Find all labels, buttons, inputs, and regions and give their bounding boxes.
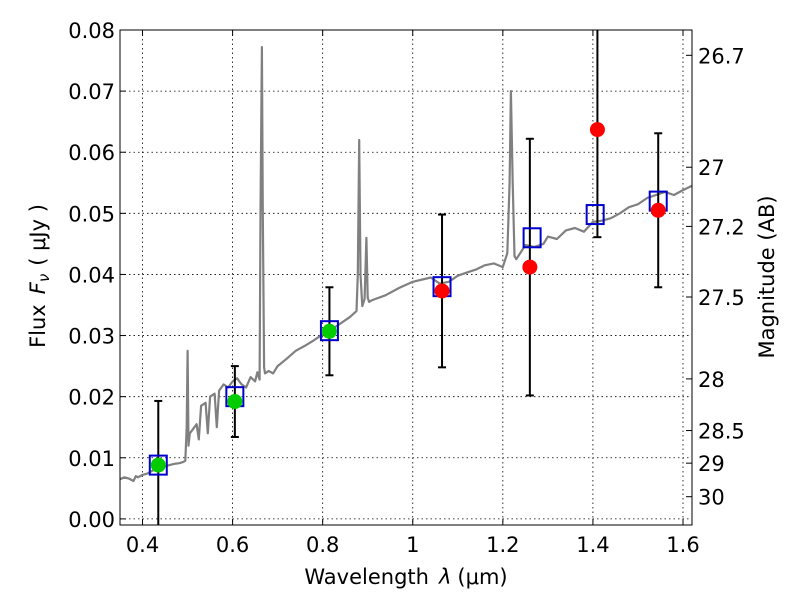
observed-point [589, 122, 605, 138]
magnitude-tick-label: 27.5 [698, 286, 745, 310]
plot-frame [119, 29, 693, 526]
observed-point [434, 283, 450, 299]
magnitude-tick-label: 26.7 [698, 44, 745, 68]
magnitude-tick-label: 27 [698, 156, 725, 180]
x-tick-label: 1.4 [576, 533, 609, 557]
errorbar-series [154, 30, 663, 525]
y-tick-label: 0.02 [68, 386, 115, 410]
observed-point [150, 457, 166, 473]
observed-point [321, 323, 337, 339]
y-tick-label: 0.04 [68, 263, 115, 287]
magnitude-tick-label: 28.5 [698, 420, 745, 444]
magnitude-tick-label: 30 [698, 486, 725, 510]
model-square-marker [319, 320, 339, 342]
magnitude-tick-label: 29 [698, 452, 725, 476]
model-square-marker [585, 204, 605, 226]
axis-ticks: 0.4 0.6 0.8 1 1.2 1.4 1.6 0.00 0.01 0.02 0.03 0.04 0… [68, 19, 745, 557]
y-tick-label: 0.08 [68, 19, 115, 43]
observed-point [227, 394, 243, 410]
y-tick-label: 0.01 [68, 447, 115, 471]
y-tick-label: 0.00 [68, 508, 115, 532]
model-square-marker [148, 454, 168, 476]
magnitude-tick-label: 27.2 [698, 215, 745, 239]
x-tick-label: 0.6 [216, 533, 249, 557]
x-tick-label: 1 [406, 533, 419, 557]
x-axis-title: Wavelength λ (μm) [304, 565, 507, 589]
y-tick-label: 0.03 [68, 325, 115, 349]
x-tick-label: 1.2 [486, 533, 519, 557]
x-tick-label: 1.6 [666, 533, 699, 557]
y-tick-label: 0.06 [68, 141, 115, 165]
spectrum-line [119, 45, 693, 483]
magnitude-tick-label: 28 [698, 368, 725, 392]
right-axis-title: Magnitude (AB) [755, 195, 779, 358]
x-tick-label: 0.8 [306, 533, 339, 557]
y-axis-title: FluxFν( μJy ) [26, 204, 53, 348]
observed-point [650, 202, 666, 218]
grid [120, 29, 692, 525]
y-tick-label: 0.05 [68, 202, 115, 226]
observed-point [522, 259, 538, 275]
marker-series [148, 122, 668, 476]
model-square-marker [522, 227, 542, 249]
spectrum-series [119, 45, 693, 483]
y-tick-label: 0.07 [68, 80, 115, 104]
x-tick-label: 0.4 [126, 533, 159, 557]
